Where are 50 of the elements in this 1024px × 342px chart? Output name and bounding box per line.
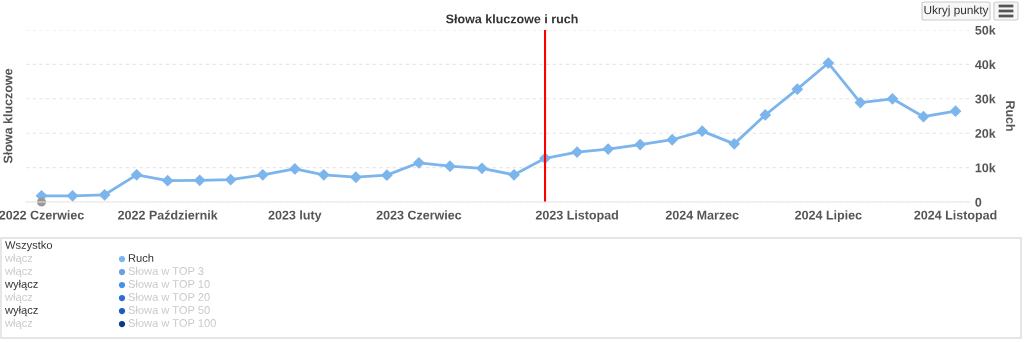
point [289, 163, 301, 175]
point [666, 134, 678, 146]
point [225, 174, 237, 186]
x-tick-label: 2024 Lipiec [795, 210, 862, 222]
point [350, 171, 362, 183]
point [257, 169, 269, 181]
point [476, 162, 488, 174]
x-tick-label: 2024 Marzec [665, 210, 739, 220]
point [822, 57, 834, 69]
legend-label: Ruch [128, 253, 154, 262]
y2-tick-label: 10k [975, 163, 996, 173]
x-tick-label: 2023 Listopad [535, 210, 618, 222]
point [634, 138, 646, 151]
y-axis-title: Słowa kluczowe [3, 68, 13, 164]
point [413, 157, 425, 169]
point [917, 111, 930, 123]
point [194, 174, 206, 186]
text: wyłącz [4, 279, 38, 291]
x-tick-label: 2023 Czerwiec [376, 210, 462, 220]
y2-axis-title: Ruch [1005, 101, 1016, 131]
x-tick-label: 2024 Listopad [914, 210, 997, 222]
point [318, 169, 330, 181]
y2-tick-label: 40k [975, 59, 996, 70]
point [381, 169, 393, 181]
y2-tick-label: 20k [975, 128, 996, 138]
point [508, 169, 520, 181]
point [949, 105, 962, 117]
text: wyłącz [4, 305, 38, 317]
chart-title: Słowa kluczowe i ruch [446, 14, 578, 24]
x-tick-label: 2023 luty [268, 210, 322, 222]
y2-tick-label: 50k [975, 25, 996, 35]
point [66, 190, 79, 202]
text: Wszystko [5, 240, 53, 252]
x-tick-label: 2022 Październik [118, 210, 218, 220]
point [759, 109, 771, 121]
x-tick-label: 2022 Czerwiec [0, 210, 84, 220]
point [162, 175, 174, 187]
y2-tick-label: 0 [975, 197, 982, 207]
point [696, 125, 708, 137]
point [791, 83, 803, 95]
point [571, 146, 583, 158]
point [444, 160, 456, 172]
y2-tick-label: 30k [975, 94, 996, 104]
text: Ukryj punkty [924, 5, 989, 17]
point [854, 96, 867, 109]
point [131, 169, 143, 181]
point [98, 189, 111, 201]
point [886, 93, 899, 105]
point [728, 138, 740, 150]
point [602, 143, 614, 155]
